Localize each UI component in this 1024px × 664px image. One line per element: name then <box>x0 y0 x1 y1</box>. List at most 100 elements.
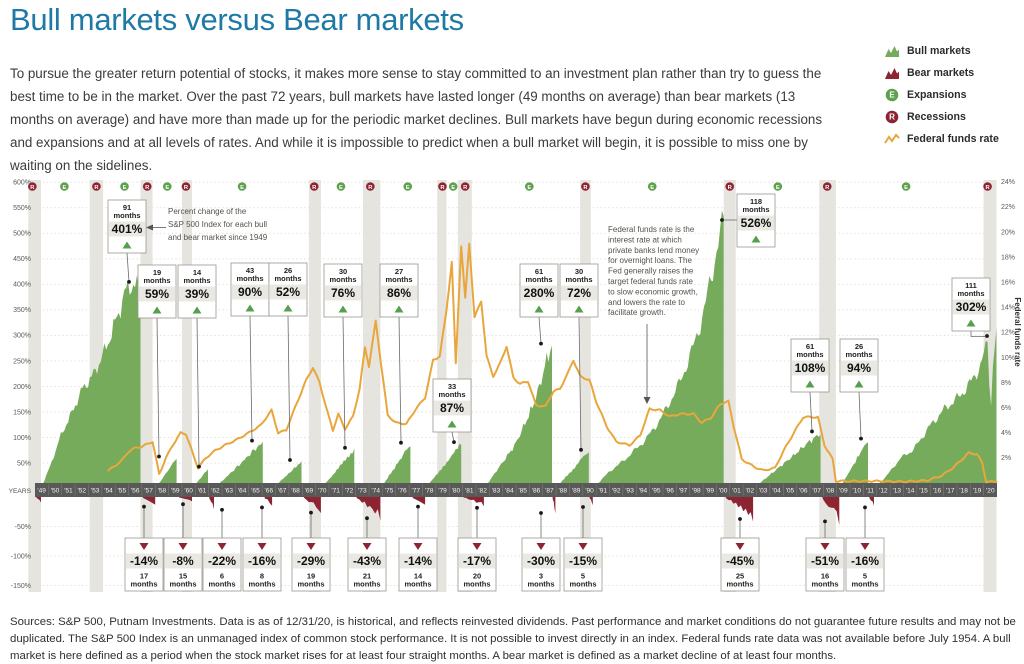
left-axis-tick: 250% <box>13 358 31 365</box>
callout-value-strip <box>381 285 417 301</box>
recession-marker: R <box>822 182 832 191</box>
marker-letter: R <box>368 185 373 191</box>
expansion-marker: E <box>448 182 458 191</box>
connector-dot <box>539 341 543 346</box>
legend-item-recessions: R Recessions <box>884 110 1020 124</box>
expansion-marker: E <box>647 182 657 191</box>
up-arrow-icon <box>805 380 815 388</box>
callout-value-strip <box>722 553 758 569</box>
year-label: '51 <box>64 488 73 495</box>
recession-badge-icon <box>92 182 101 191</box>
marker-letter: E <box>650 185 654 191</box>
down-arrow-icon <box>139 543 149 550</box>
callout-value-strip <box>738 215 774 231</box>
bear-months-value: 25 <box>736 572 744 581</box>
year-label: '74 <box>371 488 380 495</box>
bull-change-value: 86% <box>387 286 411 300</box>
bull-months-value: 30 <box>339 267 347 276</box>
callout-value-strip <box>521 285 557 301</box>
up-arrow-icon <box>394 305 404 313</box>
connector-dot <box>260 505 264 510</box>
left-arrow-icon <box>146 224 153 231</box>
left-axis-tick: 150% <box>13 409 31 416</box>
bull-months-word: months <box>525 275 552 284</box>
year-label: '96 <box>665 488 674 495</box>
callout-value-strip <box>270 284 306 300</box>
expansion-badge-icon <box>901 182 911 191</box>
recession-marker: R <box>28 182 37 191</box>
year-label: '16 <box>933 488 942 495</box>
marker-letter: R <box>30 185 35 191</box>
callout-value-strip <box>244 553 280 569</box>
bull-months-word: months <box>236 274 263 283</box>
bull-months-word: months <box>329 275 356 284</box>
bull-change-value: 302% <box>956 300 987 314</box>
recession-badge-icon <box>822 182 832 191</box>
up-arrow-icon <box>122 241 132 249</box>
bear-change-value: -8% <box>172 554 194 568</box>
right-axis-tick: 2% <box>1001 455 1011 462</box>
year-label: '09 <box>839 488 848 495</box>
bull-months-word: months <box>438 390 465 399</box>
note-line: Fed generally raises the <box>608 267 694 276</box>
note-line: Percent change of the <box>168 207 247 216</box>
up-arrow-icon <box>192 306 202 314</box>
intro-paragraph: To pursue the greater return potential o… <box>10 66 823 174</box>
expansion-badge-icon <box>647 182 657 191</box>
fed-funds-rate-line <box>107 242 998 484</box>
legend-label: Recessions <box>907 111 966 123</box>
recession-marker: R <box>309 182 319 191</box>
bull-months-word: months <box>957 289 984 298</box>
expansion-badge-icon <box>403 182 413 191</box>
expansion-marker: E <box>336 182 346 191</box>
page-title: Bull markets versus Bear markets <box>10 2 464 37</box>
year-label: '20 <box>986 488 995 495</box>
marker-letter: E <box>240 185 244 191</box>
callout-value-strip <box>807 553 843 569</box>
year-label: '80 <box>452 488 461 495</box>
callout-value-strip <box>561 285 597 301</box>
year-label: '86 <box>532 488 541 495</box>
recession-marker: R <box>581 182 590 191</box>
marker-letter: E <box>527 185 531 191</box>
federal-funds-rate-icon <box>884 133 900 144</box>
recession-badge-icon <box>983 182 992 191</box>
left-axis-tick: 200% <box>13 384 31 391</box>
year-label: '75 <box>385 488 394 495</box>
year-label: '17 <box>946 488 955 495</box>
bull-market-area <box>425 443 462 489</box>
callout-value-strip <box>847 553 883 569</box>
bull-months-value: 30 <box>575 267 583 276</box>
bull-months-value: 26 <box>284 266 292 275</box>
year-label: '73 <box>358 488 367 495</box>
bear-months-value: 17 <box>140 572 148 581</box>
callout-connector <box>287 315 291 461</box>
bull-market-area <box>483 345 552 489</box>
year-label: '04 <box>772 488 781 495</box>
bull-change-value: 59% <box>145 287 169 301</box>
year-label: '54 <box>104 488 113 495</box>
year-label: '19 <box>973 488 982 495</box>
year-label: '57 <box>144 488 153 495</box>
right-axis-tick: 20% <box>1001 229 1015 236</box>
left-axis-tick: -100% <box>11 553 31 560</box>
year-label: '02 <box>746 488 755 495</box>
recession-marker: R <box>725 182 735 191</box>
bull-months-word: months <box>183 276 210 285</box>
right-axis-tick: 8% <box>1001 380 1011 387</box>
bull-change-value: 72% <box>567 286 591 300</box>
year-label: '53 <box>91 488 100 495</box>
up-arrow-icon <box>751 235 761 243</box>
recession-badge-icon <box>309 182 319 191</box>
year-label: '87 <box>545 488 554 495</box>
connector-dot <box>181 502 185 507</box>
callout-value-strip <box>792 360 828 376</box>
bear-change-value: -30% <box>527 554 555 568</box>
bull-market-area <box>753 434 821 489</box>
expansion-marker: E <box>162 182 172 191</box>
year-label: '64 <box>238 488 247 495</box>
